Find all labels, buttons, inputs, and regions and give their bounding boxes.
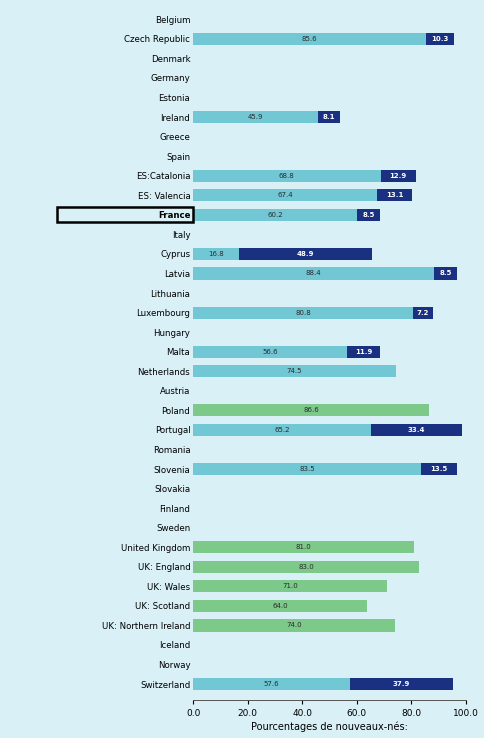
Bar: [193, 600, 367, 612]
Bar: [193, 111, 318, 123]
Text: 88.4: 88.4: [306, 270, 321, 277]
Text: 83.5: 83.5: [299, 466, 315, 472]
Bar: [193, 541, 414, 554]
Text: 56.6: 56.6: [262, 348, 278, 355]
Text: 33.4: 33.4: [408, 427, 425, 433]
Text: 13.5: 13.5: [430, 466, 448, 472]
Text: 11.9: 11.9: [355, 348, 372, 355]
Bar: [193, 365, 396, 377]
Bar: [380, 170, 416, 182]
Text: 37.9: 37.9: [393, 681, 410, 687]
Text: 85.6: 85.6: [302, 36, 318, 42]
Bar: [193, 619, 394, 632]
Text: 64.0: 64.0: [272, 603, 288, 609]
Text: 48.9: 48.9: [297, 251, 314, 257]
Text: 65.2: 65.2: [274, 427, 289, 433]
Bar: [318, 111, 340, 123]
Text: 13.1: 13.1: [386, 192, 403, 199]
Bar: [350, 678, 453, 690]
Text: 57.6: 57.6: [264, 681, 279, 687]
Bar: [357, 209, 380, 221]
Text: 60.2: 60.2: [267, 212, 283, 218]
Bar: [193, 170, 380, 182]
Text: 74.0: 74.0: [286, 622, 302, 629]
X-axis label: Pourcentages de nouveaux-nés:: Pourcentages de nouveaux-nés:: [251, 722, 408, 732]
Bar: [421, 463, 457, 475]
Bar: [193, 32, 426, 45]
Text: 86.6: 86.6: [303, 407, 319, 413]
Bar: [434, 267, 457, 280]
Text: 80.8: 80.8: [295, 309, 311, 316]
Bar: [348, 345, 380, 358]
Text: 8.1: 8.1: [323, 114, 335, 120]
Bar: [193, 248, 239, 260]
Bar: [193, 189, 377, 201]
Bar: [193, 580, 387, 593]
Bar: [193, 345, 348, 358]
Text: 71.0: 71.0: [282, 583, 298, 590]
Bar: [426, 32, 454, 45]
Bar: [193, 561, 419, 573]
Bar: [377, 189, 412, 201]
Bar: [193, 424, 371, 436]
Text: 67.4: 67.4: [277, 192, 293, 199]
Bar: [371, 424, 462, 436]
Bar: [193, 209, 357, 221]
Text: 68.8: 68.8: [279, 173, 295, 179]
Text: 83.0: 83.0: [298, 564, 314, 570]
Text: 10.3: 10.3: [432, 36, 449, 42]
Bar: [193, 404, 429, 416]
Bar: [413, 306, 433, 319]
Text: 8.5: 8.5: [439, 270, 452, 277]
Text: 12.9: 12.9: [390, 173, 407, 179]
Text: 7.2: 7.2: [417, 309, 429, 316]
Text: 16.8: 16.8: [208, 251, 224, 257]
Text: 8.5: 8.5: [363, 212, 375, 218]
Bar: [193, 267, 434, 280]
Bar: [193, 463, 421, 475]
Text: 81.0: 81.0: [296, 544, 311, 551]
Text: 74.5: 74.5: [287, 368, 302, 374]
Bar: [239, 248, 372, 260]
Text: 45.9: 45.9: [248, 114, 263, 120]
Bar: [193, 678, 350, 690]
Bar: [193, 306, 413, 319]
